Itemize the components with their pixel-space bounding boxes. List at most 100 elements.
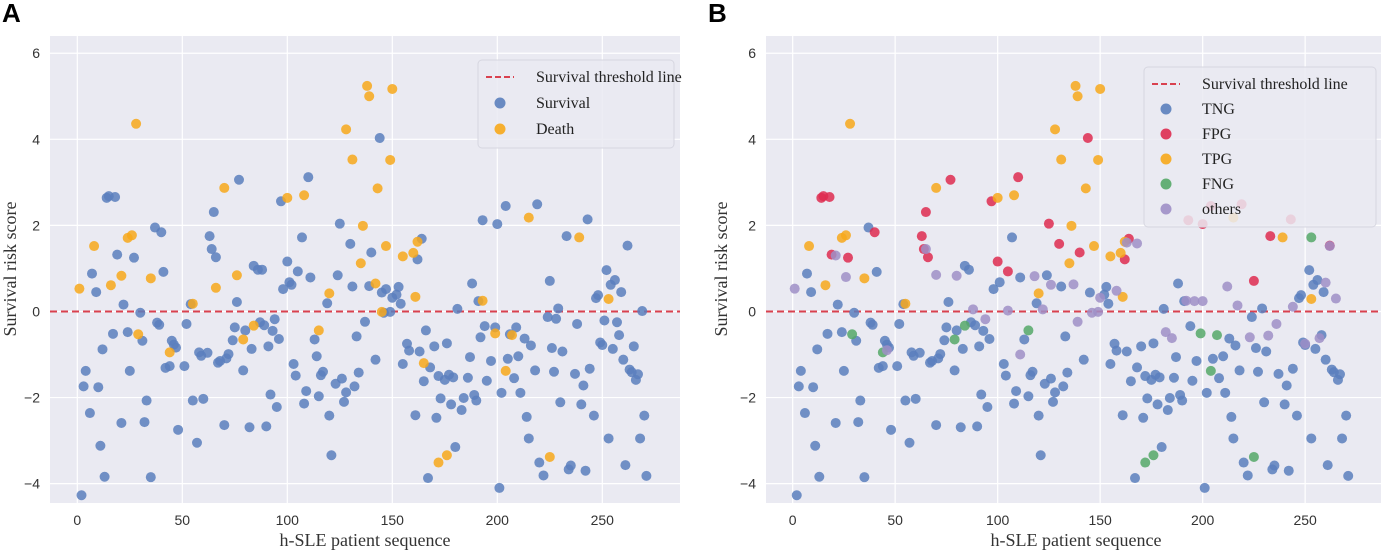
x-tick-label: 100 [986,512,1010,528]
data-point-tng [1291,410,1302,421]
data-point-survival [481,375,492,386]
legend-label: TPG [1202,151,1233,168]
data-point-tng [1138,412,1149,423]
data-point-survival [122,327,133,338]
y-tick-label: 4 [32,131,40,147]
data-point-survival [572,318,583,329]
data-point-death [372,183,383,194]
data-point-survival [609,275,620,286]
data-point-survival [525,340,536,351]
data-point-fpg [1074,247,1085,258]
data-point-fpg [1265,231,1276,242]
legend-label: Survival threshold line [1202,76,1348,93]
data-point-death [410,291,421,302]
data-point-tng [1304,265,1315,276]
data-point-tpg [1072,91,1083,102]
data-point-tng [1228,433,1239,444]
data-point-death [477,295,488,306]
data-point-others [1093,306,1104,317]
data-point-death [347,154,358,165]
data-point-survival [635,433,646,444]
data-point-survival [374,133,385,144]
data-point-others [1320,277,1331,288]
data-point-survival [265,389,276,400]
data-point-survival [557,346,568,357]
data-point-death [603,293,614,304]
data-point-tng [955,422,966,433]
data-point-survival [309,334,320,345]
data-point-death [385,154,396,165]
data-point-tng [1168,372,1179,383]
data-point-tng [1060,331,1071,342]
data-point-survival [521,411,532,422]
data-point-tng [1103,298,1114,309]
data-point-tpg [900,298,911,309]
data-point-survival [410,410,421,421]
data-point-survival [91,287,102,298]
data-point-tng [900,395,911,406]
data-point-survival [257,264,268,275]
data-point-survival [93,382,104,393]
data-point-death [412,236,423,247]
data-point-tpg [1093,154,1104,165]
data-point-survival [139,417,150,428]
data-point-others [1189,296,1200,307]
data-point-survival [397,358,408,369]
data-point-fng [1248,451,1259,462]
data-point-survival [641,470,652,481]
data-point-survival [112,249,123,260]
data-point-survival [492,219,503,230]
data-point-survival [97,344,108,355]
data-point-survival [187,395,198,406]
data-point-death [219,182,230,193]
panel-b: B 0 50 100 150 200 250 −4 −2 0 2 4 6 h-SLE patient… [708,0,1381,550]
x-tick-label: 0 [73,512,81,528]
data-point-tpg [1115,247,1126,258]
x-tick-label: 150 [381,512,405,528]
data-point-others [840,272,851,283]
data-point-fpg [1248,275,1259,286]
data-point-tng [949,365,960,376]
data-point-tpg [1009,190,1020,201]
data-point-survival [353,367,364,378]
x-axis-title-b: h-SLE patient sequence [991,530,1162,550]
data-point-survival [509,373,520,384]
data-point-death [105,280,116,291]
data-point-survival [588,410,599,421]
data-point-death [387,83,398,94]
data-point-death [116,270,127,281]
data-point-tng [830,417,841,428]
data-point-tng [1187,375,1198,386]
data-point-survival [158,266,169,277]
data-point-tng [1007,232,1017,243]
data-point-tng [1011,386,1022,397]
x-tick-label: 100 [276,512,300,528]
data-point-tng [1015,272,1026,283]
data-point-tpg [1064,258,1075,269]
data-point-tng [1335,369,1345,380]
data-point-death [74,283,85,294]
data-point-tng [1173,278,1184,289]
data-point-survival [385,306,396,317]
data-point-survival [500,201,511,212]
data-point-survival [555,397,566,408]
data-point-survival [238,365,249,376]
data-point-survival [578,380,589,391]
data-point-survival [523,433,534,444]
data-point-tpg [1306,293,1317,304]
data-point-survival [288,358,299,369]
data-point-tng [1009,398,1020,409]
data-point-tng [994,277,1005,288]
data-point-tng [1154,372,1165,383]
legend-box [1143,66,1377,228]
data-point-tng [1000,370,1011,381]
data-point-tng [1111,345,1122,356]
x-tick-label: 250 [1293,512,1317,528]
data-point-tng [1259,397,1270,408]
data-point-survival [297,232,307,243]
data-point-survival [234,174,244,185]
data-point-survival [546,343,557,354]
data-point-survival [303,172,314,183]
data-point-death [187,298,198,309]
data-point-survival [570,368,580,379]
